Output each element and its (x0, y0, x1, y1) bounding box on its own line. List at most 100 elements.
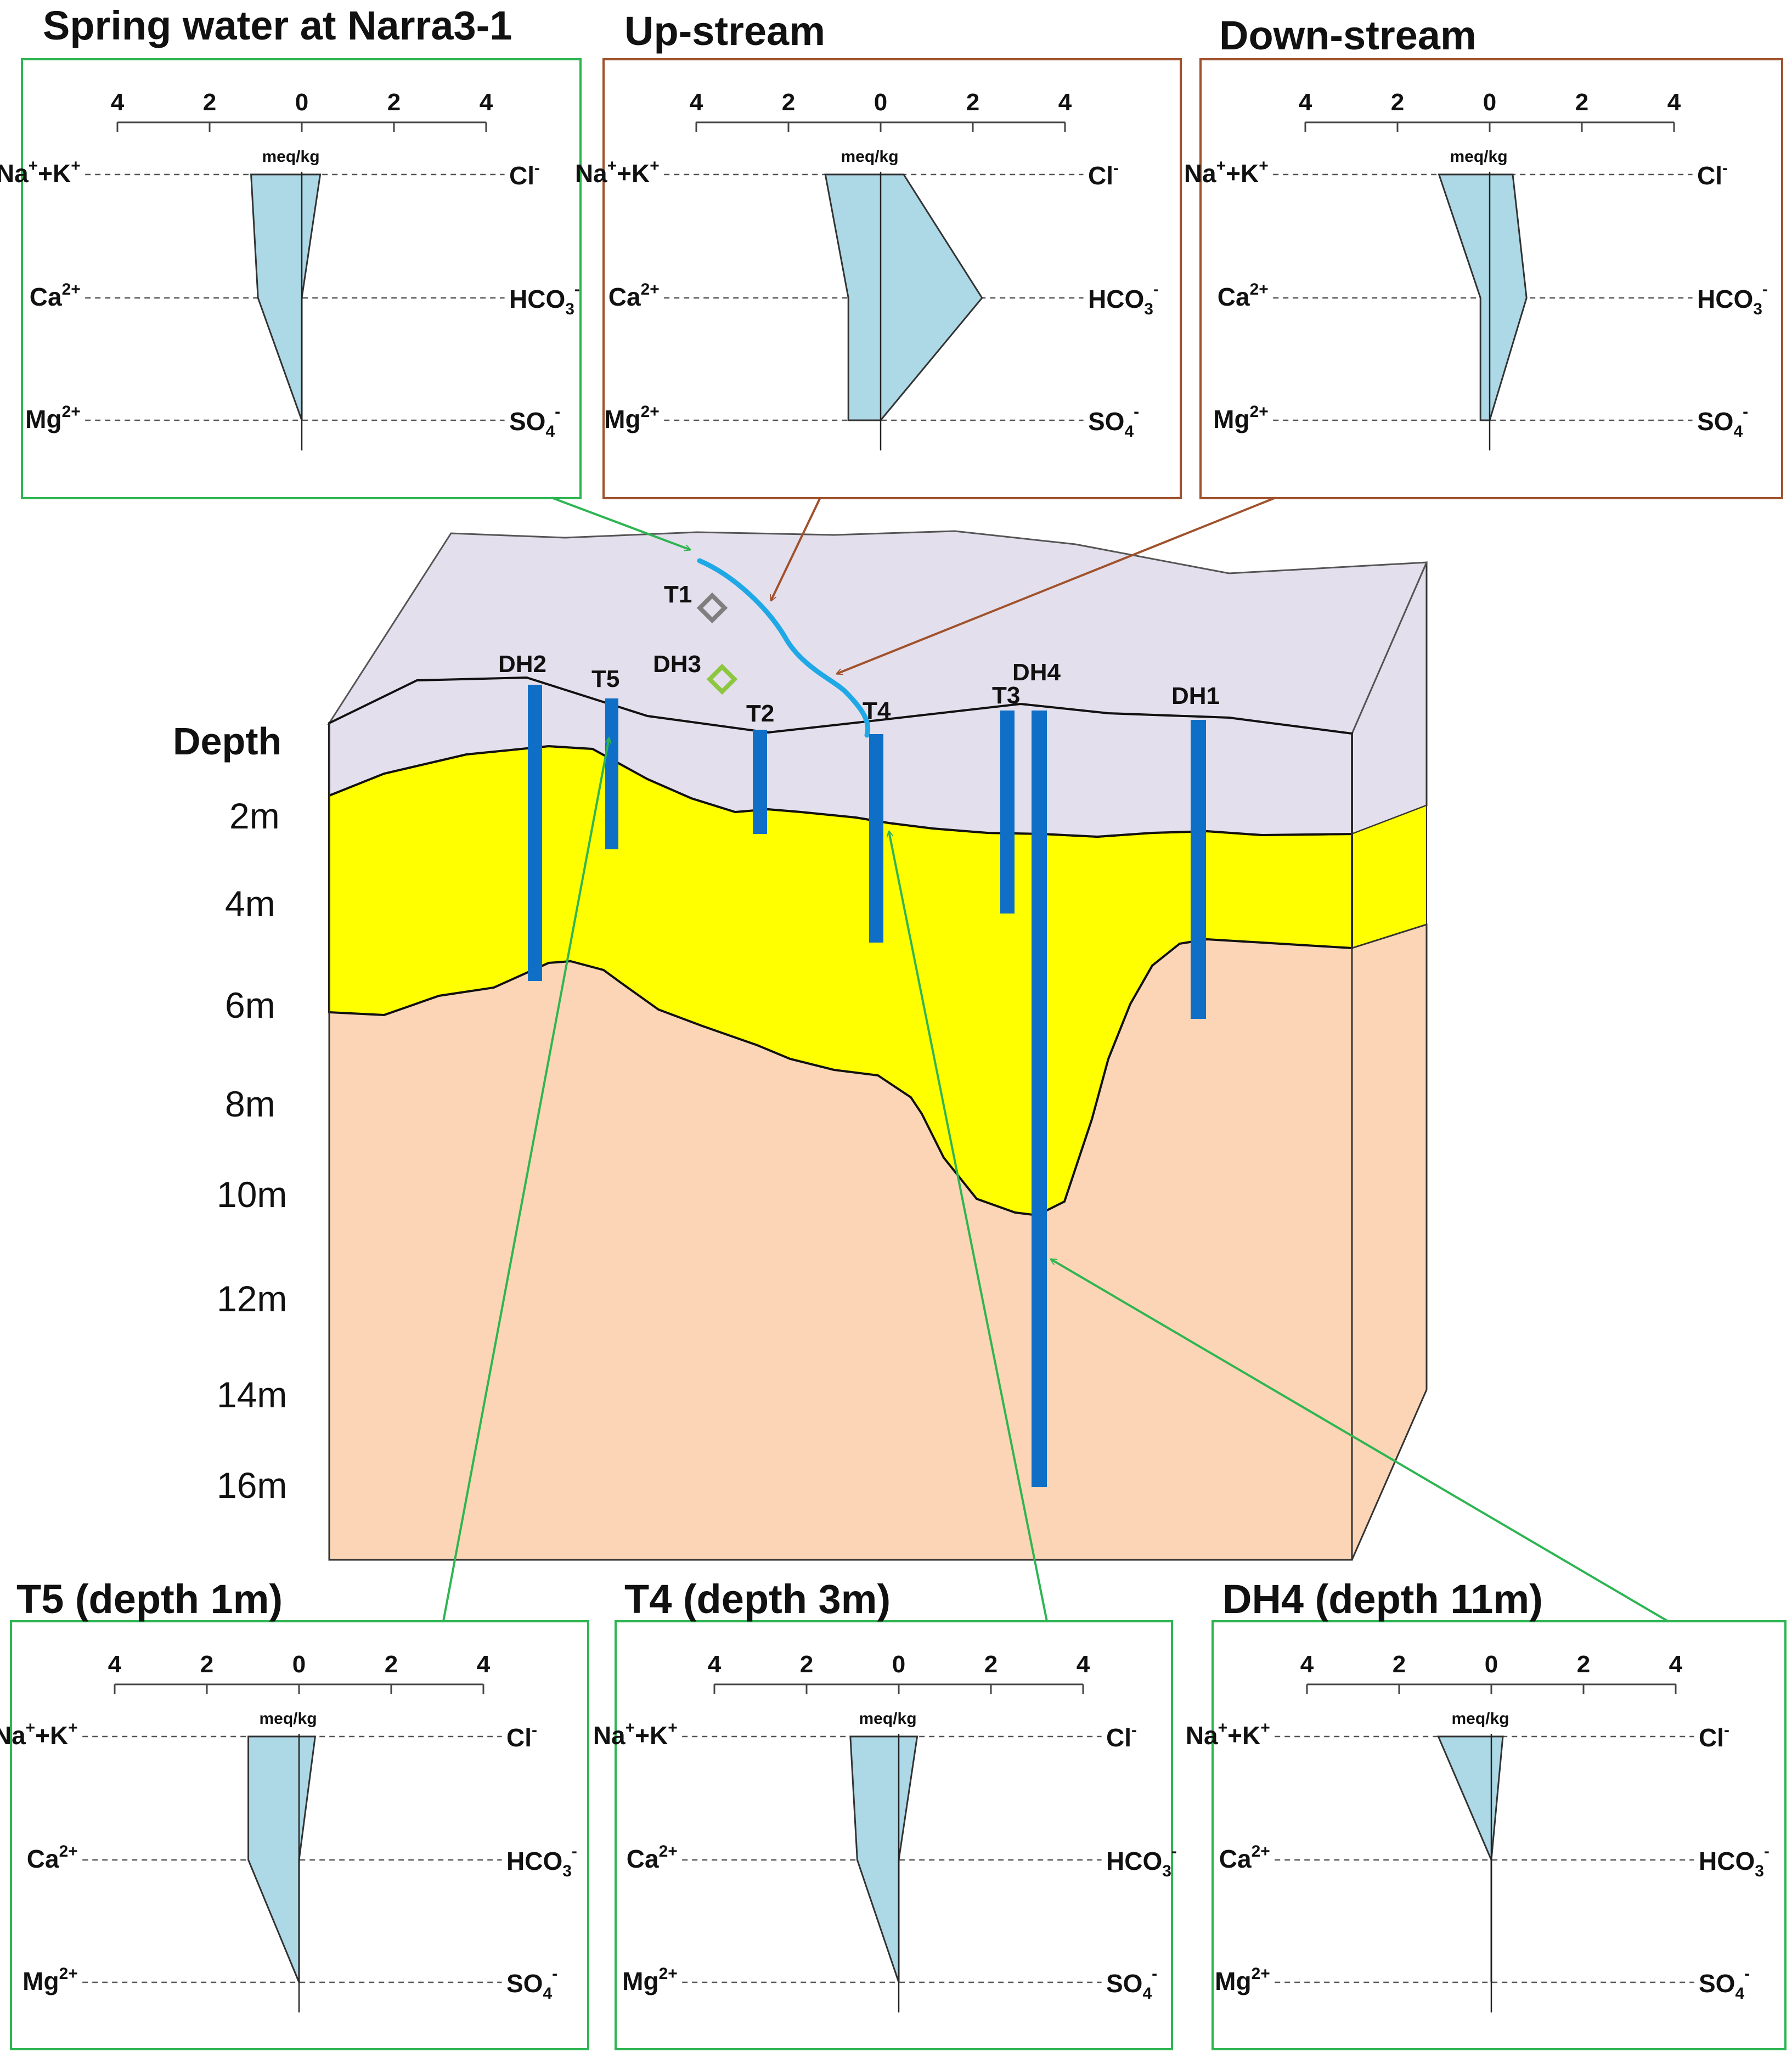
diagram-title: DH4 (depth 11m) (1222, 1576, 1543, 1622)
na-k-label: Na++K+ (0, 1719, 78, 1750)
na-k-label: Na++K+ (593, 1719, 678, 1750)
scale-tick-label: 4 (1077, 1651, 1090, 1678)
scale-tick-label: 4 (477, 1651, 491, 1678)
ca-label: Ca2+ (1218, 280, 1269, 311)
hco3-label: HCO3- (1697, 280, 1768, 318)
side-face-clay (1351, 923, 1428, 1560)
scale-tick-label: 2 (385, 1651, 398, 1678)
scale-tick-label: 0 (874, 89, 887, 116)
scale-tick-label: 4 (708, 1651, 722, 1678)
stream-line (697, 558, 871, 738)
hco3-label: HCO3- (506, 1842, 577, 1880)
na-k-label: Na++K+ (0, 157, 81, 188)
diagram-title: T5 (depth 1m) (16, 1576, 283, 1622)
scale-tick-label: 4 (108, 1651, 122, 1678)
diagram-box (1211, 1620, 1787, 2050)
scale-tick-label: 2 (800, 1651, 813, 1678)
dh3-marker (706, 663, 738, 695)
well-t2 (753, 730, 767, 834)
arrow-spring (551, 497, 690, 550)
cl-label: Cl- (1697, 159, 1728, 190)
well-label-dh4: DH4 (1012, 659, 1061, 686)
scale-tick-label: 0 (295, 89, 308, 116)
hco3-label: HCO3- (1699, 1842, 1770, 1880)
well-label-t4: T4 (863, 697, 891, 724)
ca-label: Ca2+ (27, 1842, 78, 1873)
scale-unit: meq/kg (841, 148, 898, 166)
t1-marker (696, 592, 728, 624)
na-k-label: Na++K+ (1184, 157, 1269, 188)
well-label-dh3: DH3 (653, 651, 701, 678)
mg-label: Mg2+ (622, 1965, 678, 1995)
cl-label: Cl- (1088, 159, 1119, 190)
well-t5 (605, 698, 618, 849)
scale-tick-label: 4 (1667, 89, 1681, 116)
depth-tick-14m: 14m (217, 1374, 287, 1415)
stiff-diagrams: Spring water at Narra3-1 4 2 0 2 4 meq/kg Na++K… (0, 3, 1787, 2050)
connector-arrows (442, 497, 1669, 1622)
scale-tick-label: 4 (1669, 1651, 1683, 1678)
scale-tick-label: 4 (1058, 89, 1072, 116)
so4-label: SO4- (1106, 1965, 1157, 2003)
scale-tick-label: 2 (984, 1651, 998, 1678)
mg-label: Mg2+ (1213, 403, 1269, 433)
scale-unit: meq/kg (262, 148, 319, 166)
so4-label: SO4- (1699, 1965, 1750, 2003)
cl-label: Cl- (1699, 1721, 1729, 1752)
cl-label: Cl- (509, 159, 540, 190)
well-label-t1: T1 (664, 581, 692, 608)
scale-tick-label: 2 (1575, 89, 1588, 116)
cl-label: Cl- (506, 1721, 537, 1752)
scale-tick-label: 0 (292, 1651, 306, 1678)
arrow-dh4 (1051, 1258, 1669, 1622)
well-label-t2: T2 (746, 700, 774, 727)
well-dh4 (1032, 711, 1047, 1487)
mg-label: Mg2+ (604, 403, 660, 433)
scale-tick-label: 0 (1483, 89, 1496, 116)
hco3-label: HCO3- (1088, 280, 1159, 318)
so4-label: SO4- (509, 403, 560, 441)
well-label-dh1: DH1 (1171, 683, 1220, 709)
diagram-title: Up-stream (624, 8, 825, 54)
so4-label: SO4- (1088, 403, 1139, 441)
well-label-t5: T5 (591, 666, 619, 692)
mg-label: Mg2+ (1215, 1965, 1270, 1995)
ca-label: Ca2+ (608, 280, 660, 311)
depth-ticks: 2m 4m 6m 8m 10m 12m 14m 16m (217, 796, 287, 1506)
ca-label: Ca2+ (1219, 1842, 1270, 1873)
na-k-label: Na++K+ (575, 157, 660, 188)
stiff-diagram-5: T4 (depth 3m) 4 2 0 2 4 meq/kg Na++K+ Ca2+ Mg2+ Cl… (593, 1576, 1177, 2050)
scale-tick-label: 2 (966, 89, 979, 116)
na-k-label: Na++K+ (1186, 1719, 1270, 1750)
well-t3 (1000, 711, 1015, 914)
scale-tick-label: 2 (782, 89, 795, 116)
stiff-diagram-2: Up-stream 4 2 0 2 4 meq/kg Na++K+ Ca2+ Mg2+ Cl- HCO… (575, 8, 1182, 499)
scale-unit: meq/kg (859, 1710, 916, 1728)
scale-tick-label: 2 (203, 89, 216, 116)
depth-tick-10m: 10m (217, 1174, 287, 1215)
scale-unit: meq/kg (1451, 1710, 1509, 1728)
stiff-diagram-4: T5 (depth 1m) 4 2 0 2 4 meq/kg Na++K+ Ca2+ Mg2+ Cl… (0, 1576, 589, 2050)
diagram-title: T4 (depth 3m) (624, 1576, 891, 1622)
arrow-downstream (837, 497, 1276, 674)
stiff-diagram-3: Down-stream 4 2 0 2 4 meq/kg Na++K+ Ca2+ Mg2+ Cl- H… (1184, 13, 1783, 499)
depth-tick-12m: 12m (217, 1278, 287, 1319)
mg-label: Mg2+ (22, 1965, 78, 1995)
arrow-upstream (770, 497, 821, 601)
so4-label: SO4- (506, 1965, 557, 2003)
scale-tick-label: 2 (200, 1651, 213, 1678)
depth-title: Depth (173, 720, 281, 763)
scale-tick-label: 2 (1393, 1651, 1406, 1678)
hco3-label: HCO3- (1106, 1842, 1177, 1880)
well-t4 (869, 734, 883, 943)
well-label-t3: T3 (992, 682, 1020, 709)
arrow-t4 (889, 831, 1048, 1622)
stiff-diagram-6: DH4 (depth 11m) 4 2 0 2 4 meq/kg Na++K+ Ca2+ Mg2+… (1186, 1576, 1787, 2050)
scale-tick-label: 2 (1391, 89, 1404, 116)
cl-label: Cl- (1106, 1721, 1137, 1752)
cross-section: DH2 T5 DH3 T2 T4 T3 DH4 DH1 T1 Depth 2m … (173, 530, 1428, 1561)
scale-tick-label: 4 (1300, 1651, 1314, 1678)
scale-tick-label: 4 (690, 89, 703, 116)
depth-tick-8m: 8m (225, 1084, 275, 1124)
